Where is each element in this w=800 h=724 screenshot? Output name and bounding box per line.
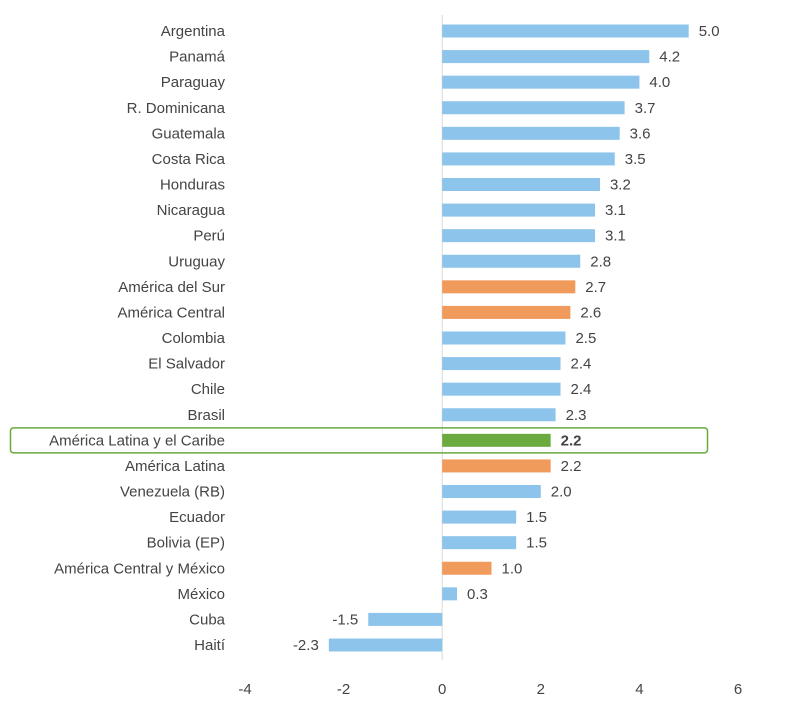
value-label: 2.2: [561, 458, 582, 475]
bar: [442, 280, 576, 294]
bar: [442, 152, 615, 166]
value-label: 3.5: [625, 151, 646, 168]
bar: [442, 75, 640, 89]
highlight-box: [9, 427, 709, 454]
value-label: 2.0: [551, 484, 572, 501]
category-label: Uruguay: [168, 253, 225, 270]
value-label: 2.6: [580, 304, 601, 321]
value-label: 1.5: [526, 509, 547, 526]
category-label: Ecuador: [169, 509, 225, 526]
x-tick-label: 6: [734, 681, 742, 698]
bar: [442, 305, 571, 319]
category-label: Paraguay: [161, 74, 226, 91]
bar: [368, 612, 443, 626]
value-label: -2.3: [293, 637, 319, 654]
category-label: Chile: [191, 381, 225, 398]
category-label: Nicaragua: [157, 202, 226, 219]
category-label: Panamá: [169, 49, 226, 66]
bar: [442, 485, 541, 498]
bar: [442, 126, 620, 140]
value-label: 2.4: [571, 356, 592, 373]
bar: [442, 561, 492, 575]
value-label: 0.3: [467, 586, 488, 603]
category-label: Argentina: [161, 23, 226, 40]
value-label: 2.2: [561, 432, 582, 449]
value-label: 3.2: [610, 177, 631, 194]
bar: [442, 536, 517, 550]
bar: [442, 459, 551, 473]
value-label: 4.2: [659, 49, 680, 66]
x-tick-label: -4: [238, 681, 251, 698]
bar: [442, 229, 596, 243]
value-label: 2.7: [585, 279, 606, 296]
category-label: Honduras: [160, 177, 225, 194]
category-label: Haití: [194, 637, 226, 654]
bar: [442, 382, 561, 396]
category-label: El Salvador: [148, 356, 225, 373]
value-label: 4.0: [649, 74, 670, 91]
x-tick-label: -2: [337, 681, 350, 698]
bar: [442, 50, 650, 64]
value-label: 1.5: [526, 535, 547, 552]
category-label: América Central: [117, 304, 225, 321]
bar: [442, 510, 517, 524]
bar: [442, 24, 689, 38]
value-label: 2.5: [575, 330, 596, 347]
value-label: 3.1: [605, 228, 626, 245]
value-label: 5.0: [699, 23, 720, 40]
value-label: 3.6: [630, 125, 651, 142]
bar: [442, 254, 581, 268]
bar: [442, 433, 551, 447]
category-label: Venezuela (RB): [120, 484, 225, 501]
category-label: Perú: [193, 228, 225, 245]
category-label: Costa Rica: [152, 151, 226, 168]
category-label: Guatemala: [152, 125, 226, 142]
x-tick-label: 2: [537, 681, 545, 698]
category-label: América Central y México: [54, 560, 225, 577]
value-label: 2.8: [590, 253, 611, 270]
value-label: 3.7: [635, 100, 656, 117]
category-label: América Latina y el Caribe: [49, 432, 225, 449]
bar: [442, 587, 457, 601]
bar: [442, 178, 600, 191]
bar: [442, 408, 556, 422]
bar: [442, 357, 561, 371]
category-label: Colombia: [162, 330, 226, 347]
x-tick-label: 4: [635, 681, 643, 698]
category-label: R. Dominicana: [127, 100, 226, 117]
value-label: 2.3: [566, 407, 587, 424]
value-label: -1.5: [332, 611, 358, 628]
value-label: 3.1: [605, 202, 626, 219]
bar: [442, 101, 625, 115]
category-label: América del Sur: [118, 279, 225, 296]
category-label: México: [177, 586, 225, 603]
category-label: Cuba: [189, 611, 226, 628]
bar: [442, 331, 566, 345]
bar: [328, 638, 443, 652]
category-label: América Latina: [125, 458, 226, 475]
bar: [442, 203, 596, 217]
value-label: 1.0: [502, 560, 523, 577]
category-label: Bolivia (EP): [147, 535, 225, 552]
value-label: 2.4: [571, 381, 592, 398]
category-label: Brasil: [187, 407, 225, 424]
x-tick-label: 0: [438, 681, 446, 698]
